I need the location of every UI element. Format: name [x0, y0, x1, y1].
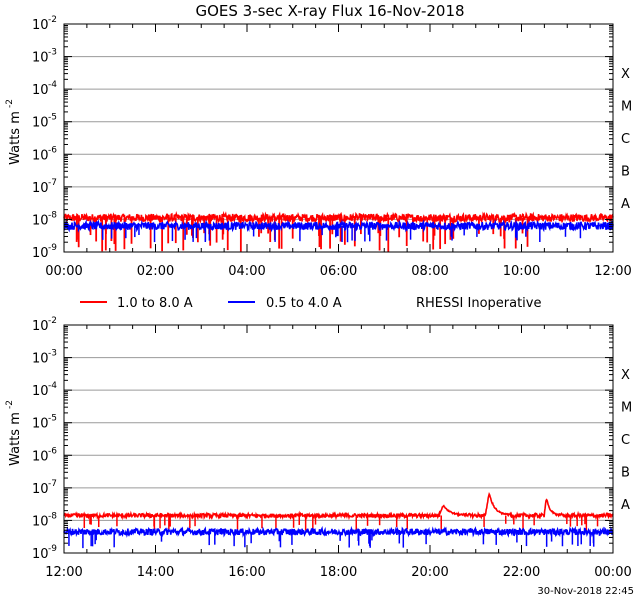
y-tick-label: 10	[32, 384, 49, 399]
y-tick-label: 10	[32, 514, 49, 529]
x-tick-label: 02:00	[137, 264, 174, 279]
y-tick-exponent: -2	[48, 316, 57, 326]
y-tick-label: 10	[32, 482, 49, 497]
y-tick-exponent: -6	[48, 145, 57, 155]
x-tick-label: 08:00	[411, 264, 448, 279]
plot-frame	[63, 324, 614, 554]
x-tick-label: 14:00	[137, 565, 174, 580]
y-tick-label: 10	[32, 181, 49, 196]
y-tick-exponent: -9	[48, 544, 57, 554]
y-tick-label: 10	[32, 51, 49, 66]
y-tick-label: 10	[32, 246, 49, 261]
y-tick-label: 10	[32, 352, 49, 367]
chart-title: GOES 3-sec X-ray Flux 16-Nov-2018	[195, 2, 464, 20]
y-tick-exponent: -7	[48, 178, 57, 188]
x-tick-label: 06:00	[320, 264, 357, 279]
y-tick-exponent: -8	[48, 210, 57, 220]
y-axis-label: Watts m	[8, 412, 23, 466]
timestamp-footer: 30-Nov-2018 22:45	[537, 586, 634, 597]
legend-label-short-channel: 0.5 to 4.0 A	[266, 296, 342, 311]
flare-class-label: M	[621, 400, 632, 415]
y-tick-exponent: -2	[48, 15, 57, 25]
y-axis-label-exponent: -2	[5, 400, 15, 409]
y-axis-label: Watts m	[8, 111, 23, 165]
y-tick-exponent: -5	[48, 414, 57, 424]
flare-class-label: M	[621, 99, 632, 114]
y-tick-label: 10	[32, 449, 49, 464]
x-tick-label: 00:00	[45, 264, 82, 279]
y-tick-exponent: -4	[48, 381, 57, 391]
y-tick-label: 10	[32, 116, 49, 131]
series-line-0	[63, 492, 614, 521]
bottom-panel: 10-910-810-710-610-510-410-310 -212:00 14:…	[5, 316, 632, 580]
y-tick-exponent: -3	[48, 48, 57, 58]
x-tick-label: 16:00	[228, 565, 265, 580]
x-tick-label: 22:00	[503, 565, 540, 580]
y-tick-exponent: -4	[48, 80, 57, 90]
top-panel: 10-910-810-710-610-510-410-310 -200:00 02:…	[5, 15, 632, 279]
y-tick-label: 10	[32, 319, 49, 334]
y-tick-exponent: -8	[48, 511, 57, 521]
y-tick-label: 10	[32, 18, 49, 33]
x-tick-label: 10:00	[503, 264, 540, 279]
y-tick-label: 10	[32, 417, 49, 432]
flare-class-label: A	[621, 498, 630, 513]
y-tick-exponent: -3	[48, 349, 57, 359]
y-tick-exponent: -6	[48, 446, 57, 456]
flare-class-label: B	[621, 466, 630, 481]
legend-label-long-channel: 1.0 to 8.0 A	[117, 296, 193, 311]
flare-class-label: C	[621, 433, 630, 448]
flare-class-label: X	[621, 368, 630, 383]
series-line-1	[63, 525, 614, 539]
y-tick-label: 10	[32, 547, 49, 562]
y-axis-label-exponent: -2	[5, 99, 15, 108]
x-tick-label: 04:00	[228, 264, 265, 279]
flare-class-label: C	[621, 132, 630, 147]
x-tick-label: 20:00	[411, 565, 448, 580]
x-tick-label: 12:00	[45, 565, 82, 580]
y-tick-exponent: -5	[48, 113, 57, 123]
y-tick-label: 10	[32, 148, 49, 163]
x-tick-label: 18:00	[320, 565, 357, 580]
flare-class-label: X	[621, 67, 630, 82]
rhessi-status: RHESSI Inoperative	[416, 296, 541, 311]
x-tick-label: 00:00	[594, 565, 631, 580]
y-tick-label: 10	[32, 83, 49, 98]
flare-class-label: B	[621, 165, 630, 180]
x-tick-label: 12:00	[594, 264, 631, 279]
y-tick-exponent: -7	[48, 479, 57, 489]
y-tick-label: 10	[32, 213, 49, 228]
y-tick-exponent: -9	[48, 243, 57, 253]
flare-class-label: A	[621, 197, 630, 212]
series-line-0	[63, 210, 614, 225]
